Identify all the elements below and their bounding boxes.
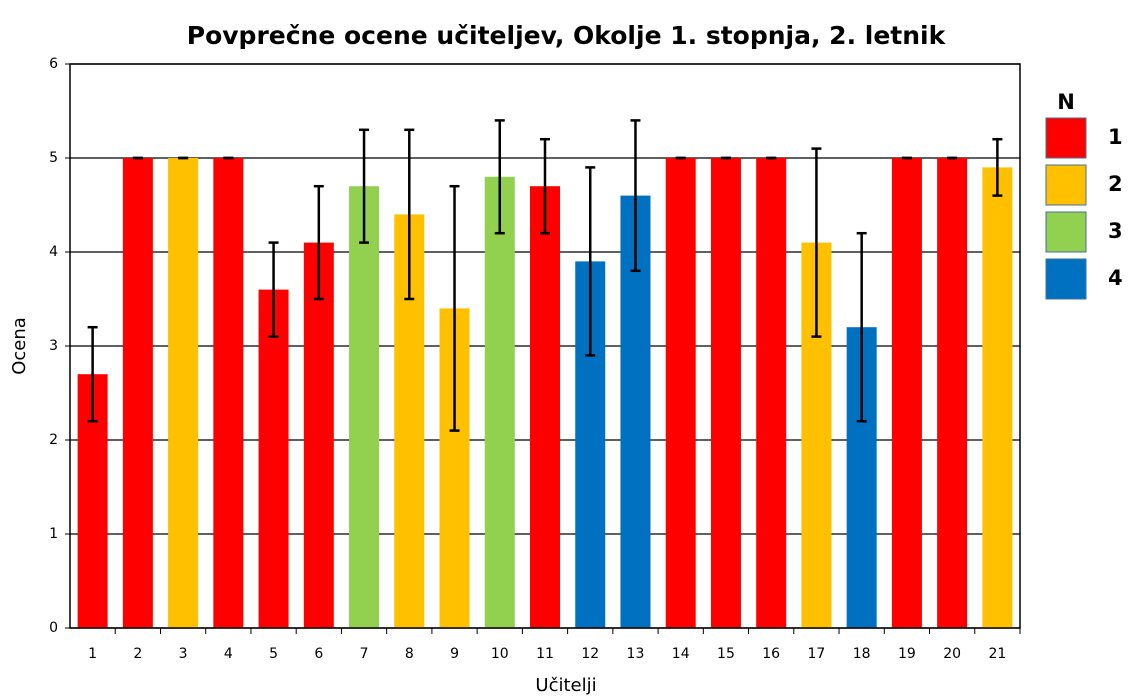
bar: [891, 158, 922, 628]
legend-label: 2: [1108, 172, 1123, 196]
x-tick-label: 16: [762, 646, 780, 662]
y-tick-label: 2: [49, 432, 58, 448]
bar: [258, 289, 289, 628]
y-tick-label: 4: [49, 244, 58, 260]
bar: [530, 186, 560, 628]
error-bar: [87, 325, 98, 423]
error-bar: [268, 241, 279, 338]
x-tick-label: 9: [450, 646, 459, 662]
x-tick-label: 2: [133, 646, 142, 662]
bar: [213, 158, 244, 628]
x-tick-label: 11: [536, 646, 554, 662]
x-tick-label: 18: [853, 646, 871, 662]
legend-swatch: [1045, 117, 1087, 159]
chart-title: Povprečne ocene učiteljev, Okolje 1. sto…: [187, 21, 947, 50]
y-tick-label: 1: [49, 526, 58, 542]
bar: [756, 158, 787, 628]
bar: [710, 158, 741, 628]
x-tick-label: 17: [808, 646, 826, 662]
error-bar: [404, 128, 415, 301]
error-bar: [992, 137, 1003, 197]
legend-swatch: [1045, 164, 1087, 206]
x-tick-label: 21: [988, 646, 1006, 662]
x-tick-label: 5: [269, 646, 278, 662]
error-bar: [811, 147, 822, 338]
x-tick-label: 4: [224, 646, 233, 662]
y-tick-label: 0: [49, 620, 58, 636]
bar: [982, 167, 1013, 628]
y-tick-label: 3: [49, 338, 58, 354]
legend-label: 4: [1108, 266, 1123, 290]
y-tick-label: 5: [49, 150, 58, 166]
error-bar: [540, 137, 550, 235]
legend-label: 1: [1108, 125, 1123, 149]
error-bar: [359, 128, 370, 244]
bar: [349, 186, 380, 628]
plot-border: [69, 63, 1021, 629]
bar: [665, 158, 696, 628]
x-tick-label: 6: [314, 646, 323, 662]
x-tick-label: 1: [88, 646, 97, 662]
error-bar: [313, 184, 324, 301]
bar: [122, 158, 153, 628]
y-tick-label: 6: [49, 56, 58, 72]
legend-swatch: [1045, 211, 1087, 253]
error-bar: [856, 231, 867, 423]
bar: [937, 158, 968, 628]
bar: [303, 242, 334, 628]
y-axis-label: Ocena: [9, 317, 30, 375]
x-tick-label: 8: [405, 646, 414, 662]
x-tick-label: 20: [943, 646, 961, 662]
x-tick-label: 14: [672, 646, 690, 662]
legend-label: 3: [1108, 219, 1123, 243]
x-tick-label: 7: [360, 646, 369, 662]
x-tick-label: 3: [179, 646, 188, 662]
error-bar: [449, 184, 460, 432]
error-bar: [585, 166, 596, 357]
x-axis-label: Učitelji: [535, 675, 596, 696]
x-tick-label: 19: [898, 646, 916, 662]
bar: [168, 158, 199, 628]
error-bar: [494, 119, 505, 235]
x-tick-label: 15: [717, 646, 735, 662]
error-bar: [630, 119, 641, 273]
bar: [484, 176, 515, 629]
x-tick-label: 12: [581, 646, 599, 662]
x-tick-label: 10: [491, 646, 509, 662]
x-tick-label: 13: [627, 646, 645, 662]
legend-swatch: [1045, 258, 1087, 300]
legend-title: N: [1057, 90, 1075, 114]
